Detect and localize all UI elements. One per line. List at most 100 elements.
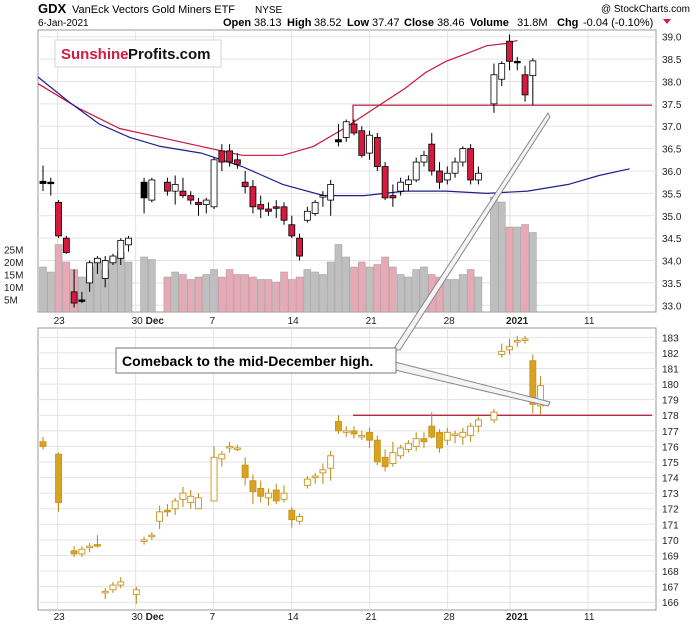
gdx-x-tick: 23 (54, 316, 66, 327)
gold-candle (171, 500, 179, 510)
gdx-volume-bar (513, 226, 522, 313)
gold-candle (443, 431, 451, 441)
gdx-volume-bar (326, 261, 335, 313)
gdx-candle (101, 260, 109, 279)
header-symbol: GDX (38, 1, 67, 16)
header-exchange: NYSE (255, 5, 283, 16)
gdx-candle (109, 255, 117, 264)
gdx-candle (335, 139, 342, 143)
gold-x-tick: 21 (366, 612, 378, 623)
gold-y-tick: 181 (662, 365, 679, 376)
gdx-candle (187, 195, 195, 201)
gdx-volume-bar (54, 244, 63, 313)
gold-candle (226, 445, 234, 449)
header-open-label: Open (223, 17, 251, 29)
gold-candle (490, 411, 498, 421)
gold-y-tick: 180 (662, 380, 679, 391)
gdx-candle (327, 184, 335, 201)
gdx-volume-tick: 10M (4, 283, 23, 294)
gdx-candle (296, 237, 303, 257)
gdx-candle (94, 257, 101, 264)
gdx-volume-bar (319, 274, 327, 313)
gold-candle (288, 509, 296, 521)
gdx-candle (47, 181, 55, 185)
gdx-volume-bar (39, 266, 47, 313)
gdx-y-tick: 33.0 (662, 301, 682, 312)
gold-y-tick: 175 (662, 458, 679, 469)
gdx-candle (218, 150, 226, 163)
gdx-volume-bar (202, 274, 211, 313)
gold-candle (513, 340, 521, 343)
gdx-candle (257, 204, 265, 210)
gold-y-tick: 174 (662, 474, 679, 485)
gold-candle (436, 431, 443, 449)
header-high-label: High (287, 17, 312, 29)
gdx-volume-bar (474, 276, 483, 313)
gold-y-tick: 182 (662, 349, 679, 360)
gdx-candles (39, 34, 537, 308)
gold-candle (506, 346, 513, 351)
gdx-volume-bar (404, 276, 413, 313)
gdx-volume-bar (497, 201, 506, 313)
gold-candle (366, 431, 373, 441)
gdx-candle (226, 150, 234, 163)
gold-candle (420, 438, 428, 443)
gdx-candle (420, 154, 428, 163)
gold-y-tick: 176 (662, 442, 679, 453)
gdx-volume-bar (241, 274, 249, 313)
gold-y-tick: 169 (662, 551, 679, 562)
gold-candle (521, 338, 529, 341)
gdx-volume-bar (466, 269, 475, 313)
gold-candle (296, 516, 304, 522)
gdx-volume-bar (140, 256, 148, 313)
gdx-candle (506, 40, 513, 62)
gdx-y-tick: 37.5 (662, 100, 682, 111)
gdx-candle (428, 143, 436, 172)
gdx-y-tick: 39.0 (662, 33, 682, 44)
gdx-candle (78, 299, 86, 302)
header-open: 38.13 (254, 17, 282, 29)
gdx-candle (436, 170, 443, 183)
gdx-volume-bar (124, 261, 133, 313)
gdx-candle (55, 201, 62, 237)
gdx-candle (272, 206, 280, 209)
gdx-candle (451, 161, 459, 174)
gdx-volume-bar (163, 276, 172, 313)
gold-candle (257, 488, 265, 497)
gold-candle (459, 431, 467, 438)
gdx-volume-tick: 25M (4, 246, 23, 257)
gold-candle (39, 441, 47, 447)
gdx-volume-tick: 5M (4, 296, 18, 307)
gdx-x-tick: 7 (210, 316, 216, 327)
gdx-volume-bar (334, 244, 343, 313)
header-volume: 31.8M (517, 17, 548, 29)
gdx-x-month: Dec (146, 316, 165, 327)
gold-candle (70, 550, 78, 555)
gold-candle (342, 430, 350, 433)
gold-candle (335, 421, 342, 432)
logo-part2: Profits.com (128, 46, 211, 63)
gdx-candle (179, 190, 187, 197)
gdx-volume-bar (396, 274, 405, 313)
gdx-candle (202, 199, 210, 205)
gdx-y-tick: 38.0 (662, 77, 682, 88)
gdx-volume-bar (358, 261, 366, 313)
gdx-volume-bar (412, 269, 420, 313)
gdx-candle (171, 184, 179, 192)
gdx-volume-bar (295, 276, 304, 313)
gold-candle (428, 425, 436, 438)
gdx-volume-bar (218, 276, 226, 313)
gdx-candle (513, 60, 521, 64)
header-date: 6-Jan-2021 (38, 18, 89, 29)
gold-candle (109, 584, 117, 591)
gdx-volume-bar (264, 279, 273, 313)
gold-candle (397, 447, 405, 457)
gdx-candle (125, 237, 132, 246)
logo-box (54, 39, 222, 68)
gdx-candle (389, 195, 397, 199)
gdx-candle (498, 63, 506, 80)
gold-y-tick: 167 (662, 583, 679, 594)
gdx-y-tick: 34.5 (662, 234, 682, 245)
gold-x-tick: 23 (54, 612, 66, 623)
